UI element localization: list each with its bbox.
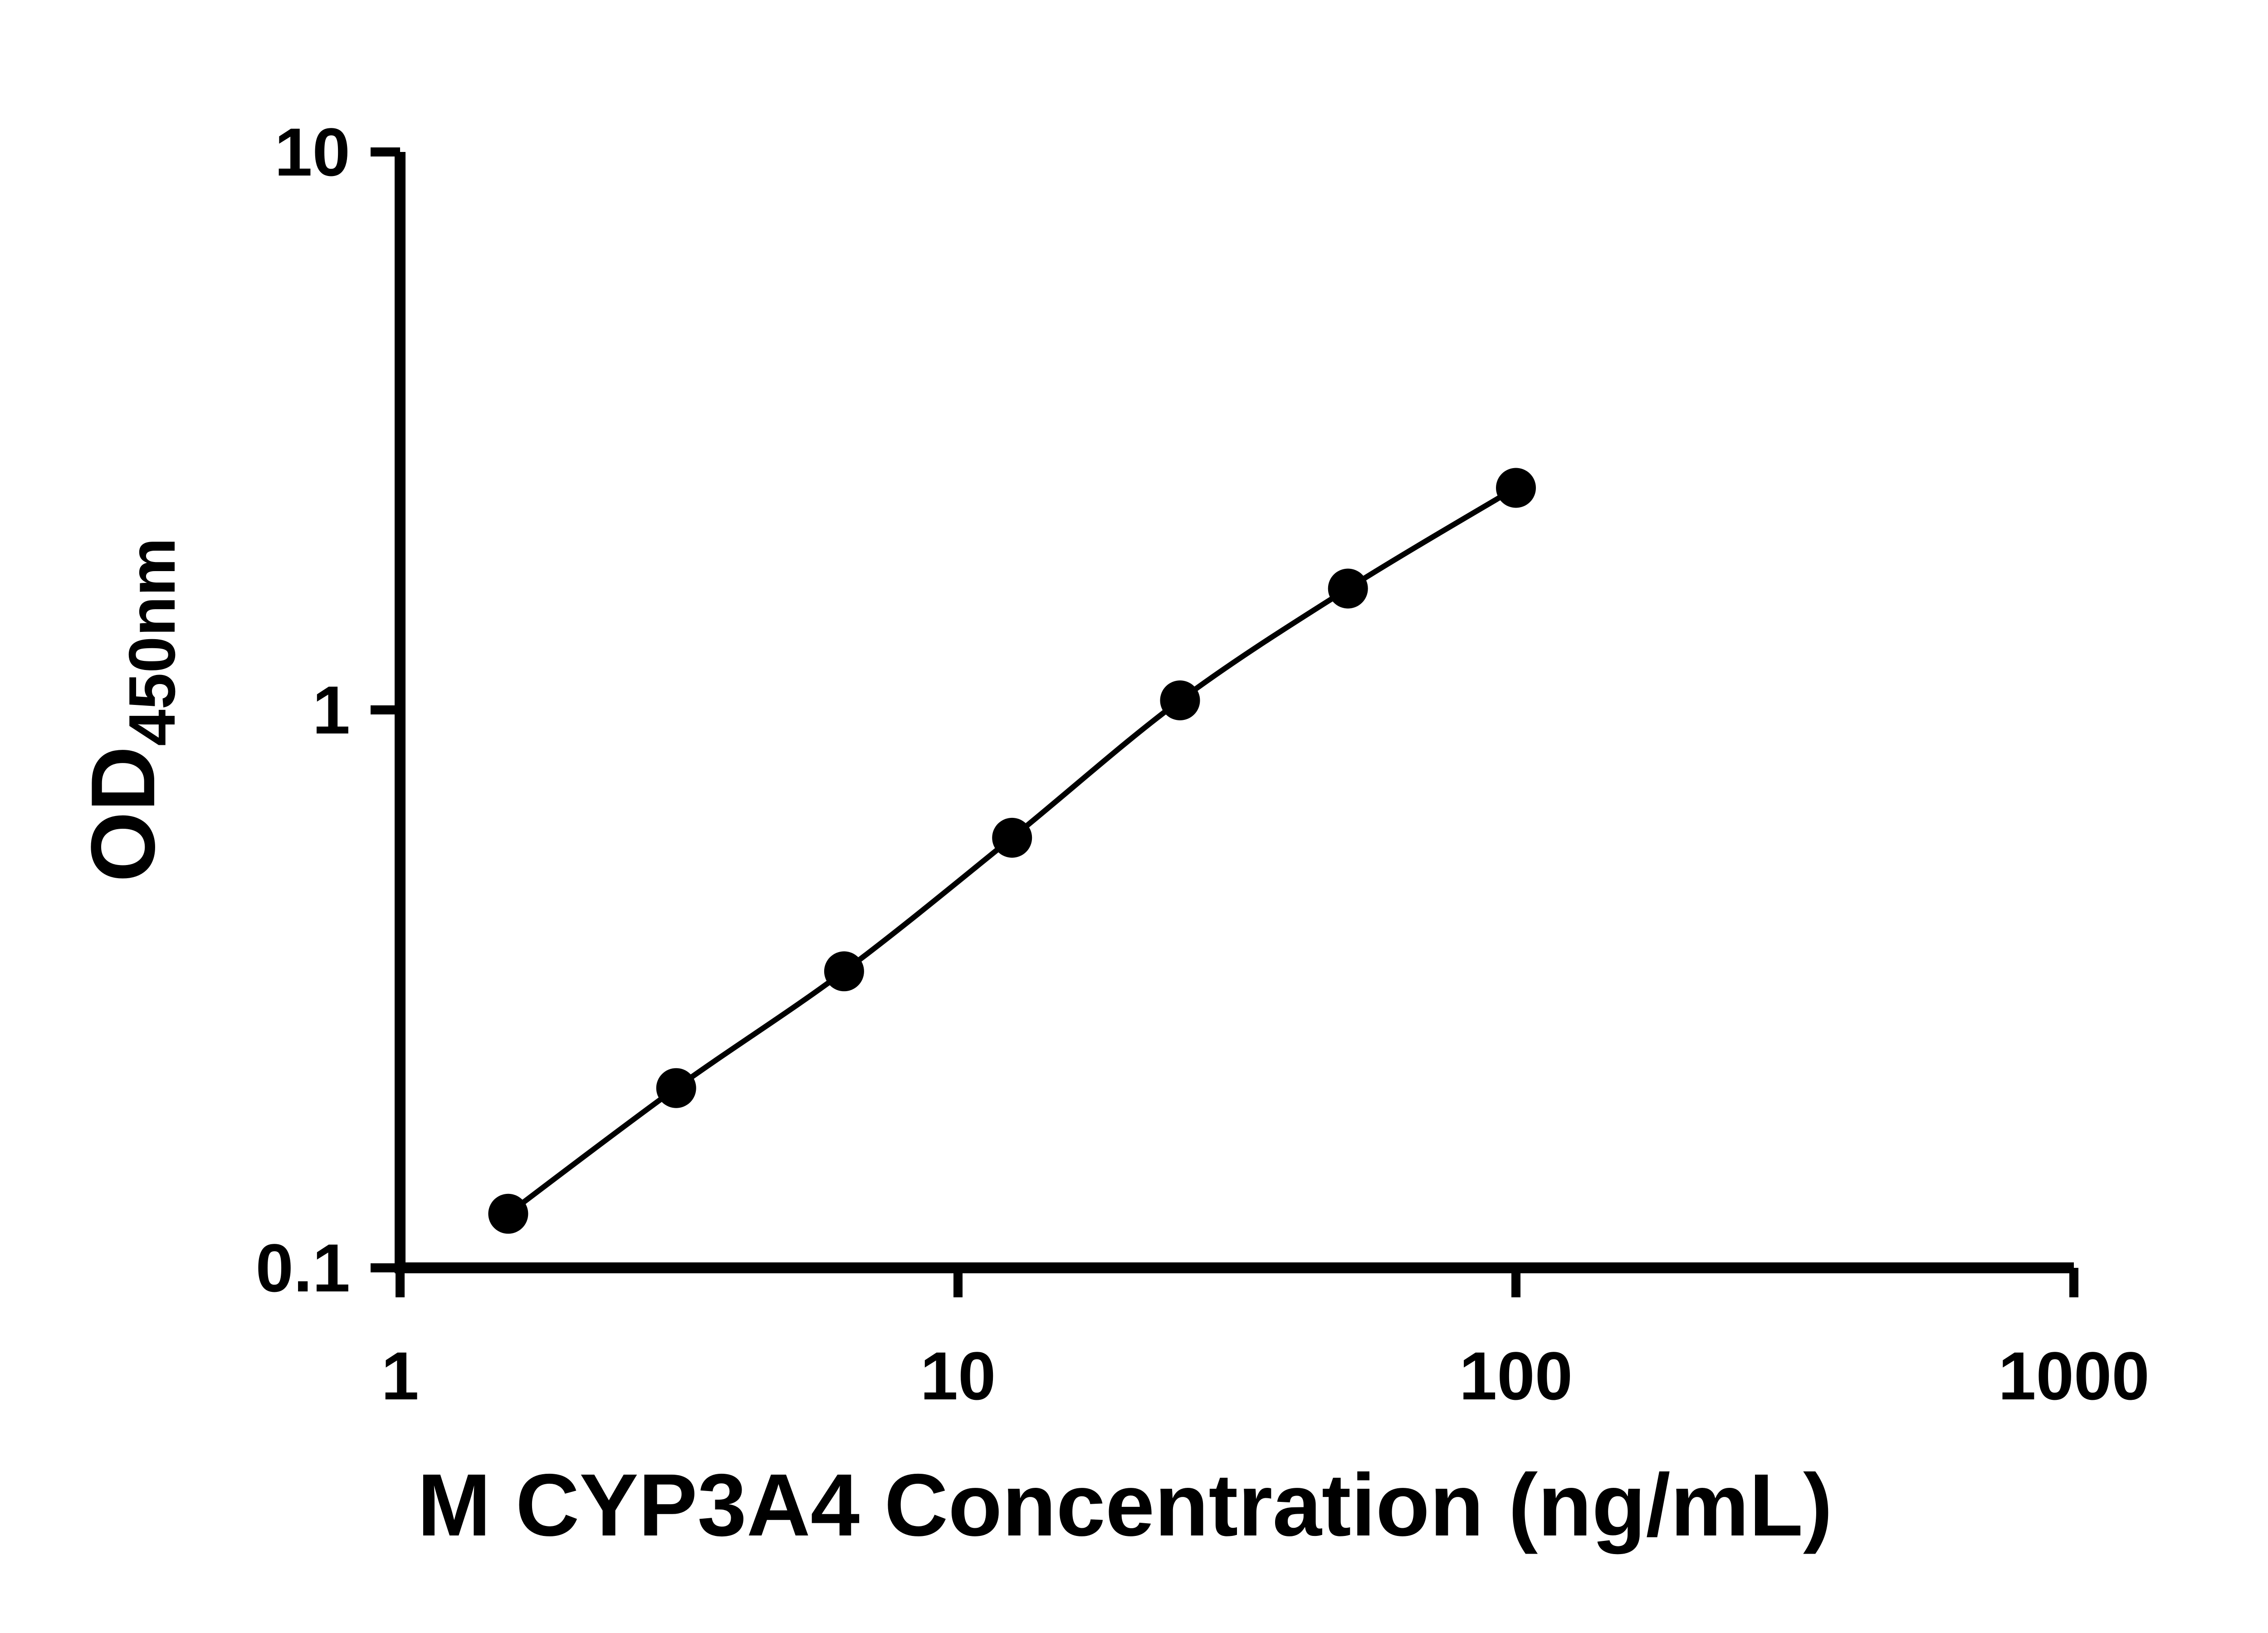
data-point-marker [1496, 468, 1536, 508]
x-tick-label: 1000 [1998, 1338, 2150, 1414]
data-point-marker [992, 817, 1032, 858]
data-point-marker [488, 1193, 528, 1234]
plot-area: 1 10 100 1000 0.1 1 10 [255, 114, 2149, 1414]
data-point-marker [824, 951, 864, 992]
y-axis-title-main: OD [73, 746, 174, 882]
x-tick-label: 10 [920, 1338, 996, 1414]
y-axis-title: OD450nm [73, 538, 189, 882]
data-point-marker [656, 1068, 696, 1108]
x-tick-label: 1 [381, 1338, 419, 1414]
y-tick-label: 0.1 [255, 1230, 350, 1306]
y-axis-title-sub: 450nm [115, 538, 189, 746]
y-tick-label: 1 [313, 672, 350, 748]
x-axis-title: M CYP3A4 Concentration (ng/mL) [417, 1456, 1833, 1555]
y-tick-label: 10 [274, 114, 350, 190]
data-point-marker [1160, 680, 1200, 720]
data-point-marker [1328, 568, 1368, 609]
axis-spines [395, 152, 2074, 1273]
x-tick-label: 100 [1459, 1338, 1573, 1414]
